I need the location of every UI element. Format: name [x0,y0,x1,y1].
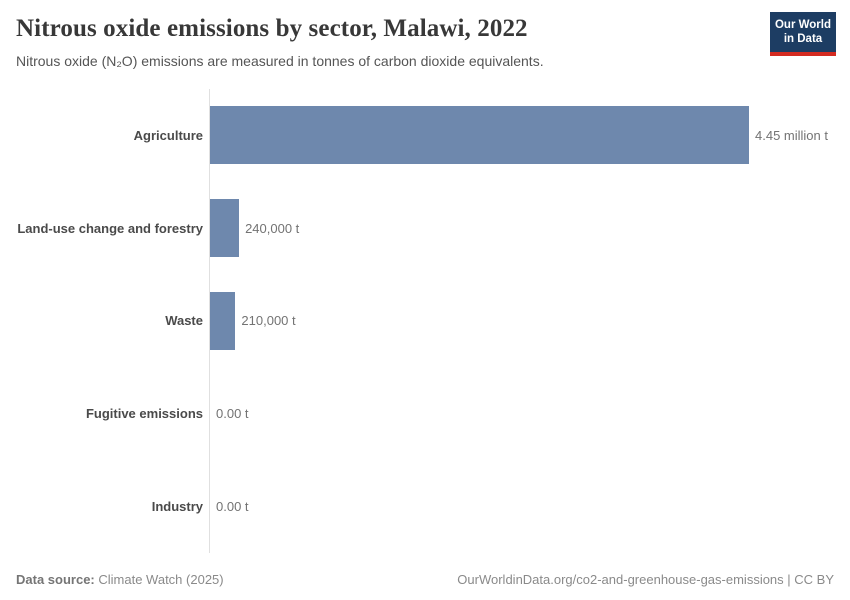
category-label: Fugitive emissions [85,406,203,422]
category-label: Land-use change and forestry [17,220,203,236]
bar-waste[interactable] [210,291,236,350]
chart-subtitle: Nitrous oxide (N₂O) emissions are measur… [16,53,544,69]
data-source: Data source: Climate Watch (2025) [16,572,224,587]
owid-logo-line1: Our World [774,19,831,31]
plot-area: 0.00 t [209,367,834,461]
chart-row: Land-use change and forestry 240,000 t [16,181,834,275]
plot-area: 240,000 t [209,181,834,275]
bar-chart: Agriculture 4.45 million t Land-use change… [16,89,834,553]
owid-logo-line2: in Data [783,32,823,45]
category-label: Industry [151,499,203,515]
chart-row: Agriculture 4.45 million t [16,89,834,182]
page-title: Nitrous oxide emissions by sector, Malaw… [16,15,528,42]
chart-row: Industry 0.00 t [16,460,834,553]
owid-logo[interactable]: Our World in Data [770,12,836,56]
chart-rows: Agriculture 4.45 million t Land-use change… [16,89,834,553]
chart-row: Fugitive emissions 0.00 t [16,367,834,461]
category-label: Waste [165,313,203,329]
value-label: 4.45 million t [755,127,828,143]
bar-land-use-change-and-forestry[interactable] [210,199,240,258]
data-source-value: Climate Watch (2025) [98,572,224,587]
chart-footer: Data source: Climate Watch (2025) OurWor… [16,572,834,587]
plot-area: 0.00 t [209,460,834,553]
plot-area: 4.45 million t [209,89,834,182]
plot-area: 210,000 t [209,274,834,368]
value-label: 210,000 t [241,313,296,329]
footer-url[interactable]: OurWorldinData.org/co2-and-greenhouse-ga… [457,572,834,587]
value-label: 240,000 t [245,220,300,236]
chart-row: Waste 210,000 t [16,274,834,368]
category-label: Agriculture [133,127,203,143]
bar-agriculture[interactable] [210,106,749,165]
data-source-label: Data source: [16,572,95,587]
value-label: 0.00 t [216,406,249,422]
value-label: 0.00 t [216,499,249,515]
chart-header: Nitrous oxide emissions by sector, Malaw… [16,12,836,70]
